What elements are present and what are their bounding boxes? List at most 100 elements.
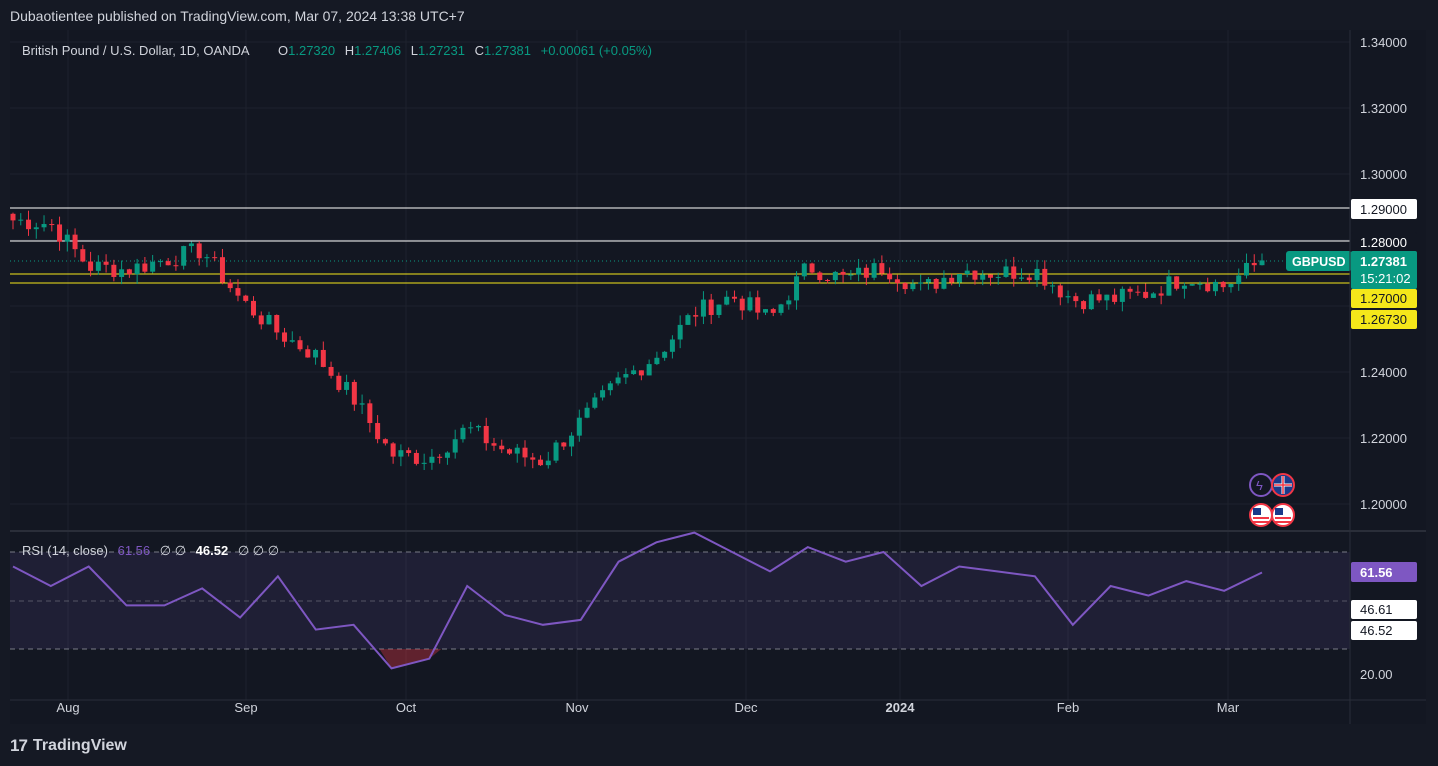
candle-body[interactable]	[731, 296, 737, 299]
candle-body[interactable]	[1205, 283, 1211, 292]
candle-body[interactable]	[1026, 277, 1032, 281]
event-flags[interactable]: ϟ	[1249, 473, 1295, 527]
candle-body[interactable]	[173, 265, 179, 267]
candle-body[interactable]	[49, 224, 55, 226]
candle-body[interactable]	[545, 460, 551, 466]
candle-body[interactable]	[437, 456, 443, 458]
candle-body[interactable]	[165, 261, 171, 266]
candle-body[interactable]	[1119, 288, 1125, 302]
candle-body[interactable]	[204, 257, 210, 259]
candle-body[interactable]	[1174, 276, 1180, 289]
candle-body[interactable]	[460, 427, 466, 440]
candle-body[interactable]	[181, 246, 187, 266]
candle-body[interactable]	[1127, 288, 1133, 292]
candle-body[interactable]	[607, 383, 613, 391]
candle-body[interactable]	[398, 450, 404, 457]
candle-body[interactable]	[506, 449, 512, 454]
candle-body[interactable]	[111, 264, 117, 277]
candle-body[interactable]	[41, 224, 47, 228]
price-axis[interactable]: 1.34000 1.32000 1.30000 1.24000 1.22000 …	[1360, 35, 1407, 512]
candle-body[interactable]	[584, 407, 590, 418]
candle-body[interactable]	[716, 304, 722, 315]
candle-body[interactable]	[282, 332, 288, 342]
candle-body[interactable]	[894, 279, 900, 284]
candle-body[interactable]	[972, 270, 978, 280]
candle-body[interactable]	[980, 274, 986, 280]
candle-body[interactable]	[825, 279, 831, 281]
candle-body[interactable]	[1096, 294, 1102, 301]
candle-body[interactable]	[468, 427, 474, 429]
candle-body[interactable]	[941, 277, 947, 289]
candle-body[interactable]	[1050, 285, 1056, 287]
candle-body[interactable]	[406, 450, 412, 453]
candle-body[interactable]	[258, 315, 264, 325]
candle-body[interactable]	[956, 274, 962, 283]
candle-body[interactable]	[305, 349, 311, 358]
candle-body[interactable]	[615, 377, 621, 384]
candle-body[interactable]	[88, 261, 94, 271]
candle-body[interactable]	[1143, 291, 1149, 298]
candle-body[interactable]	[530, 457, 536, 460]
candle-body[interactable]	[809, 263, 815, 273]
candle-body[interactable]	[1228, 283, 1234, 288]
rsi-line[interactable]	[12, 531, 1263, 670]
candle-body[interactable]	[887, 273, 893, 280]
candle-body[interactable]	[359, 403, 365, 405]
candle-body[interactable]	[103, 261, 109, 265]
candle-body[interactable]	[592, 397, 598, 408]
candle-body[interactable]	[452, 439, 458, 453]
candle-body[interactable]	[987, 274, 993, 278]
price-chart[interactable]: British Pound / U.S. Dollar, 1D, OANDA O…	[10, 30, 1426, 724]
candle-body[interactable]	[538, 459, 544, 466]
candle-body[interactable]	[863, 267, 869, 278]
candle-body[interactable]	[693, 315, 699, 317]
candle-body[interactable]	[1236, 275, 1242, 284]
candle-body[interactable]	[801, 263, 807, 277]
candle-body[interactable]	[475, 425, 481, 428]
candle-body[interactable]	[817, 272, 823, 280]
candle-body[interactable]	[677, 324, 683, 340]
candle-body[interactable]	[654, 357, 660, 365]
candle-body[interactable]	[770, 309, 776, 313]
candle-body[interactable]	[576, 417, 582, 436]
candle-body[interactable]	[1112, 294, 1118, 302]
candle-body[interactable]	[95, 261, 101, 271]
candle-body[interactable]	[1057, 285, 1063, 298]
candle-body[interactable]	[747, 297, 753, 311]
candle-body[interactable]	[367, 403, 373, 424]
candle-body[interactable]	[413, 452, 419, 464]
candle-body[interactable]	[1088, 294, 1094, 310]
candle-body[interactable]	[274, 314, 280, 333]
candle-body[interactable]	[390, 443, 396, 457]
candle-body[interactable]	[1104, 294, 1110, 301]
candle-body[interactable]	[313, 349, 319, 358]
candle-body[interactable]	[429, 456, 435, 463]
candle-body[interactable]	[871, 263, 877, 278]
candle-body[interactable]	[1135, 291, 1141, 293]
candle-body[interactable]	[856, 267, 862, 275]
candle-body[interactable]	[902, 283, 908, 290]
candle-body[interactable]	[964, 270, 970, 275]
candle-body[interactable]	[142, 263, 148, 272]
candle-body[interactable]	[638, 370, 644, 376]
candle-body[interactable]	[1003, 266, 1009, 277]
footer-brand[interactable]: 17 TradingView	[10, 736, 127, 756]
time-axis[interactable]: Aug Sep Oct Nov Dec 2024 Feb Mar	[56, 700, 1239, 715]
candle-body[interactable]	[1019, 277, 1025, 279]
candle-body[interactable]	[499, 445, 505, 450]
candle-body[interactable]	[10, 213, 16, 221]
candle-body[interactable]	[320, 349, 326, 367]
candle-body[interactable]	[382, 439, 388, 444]
candle-body[interactable]	[840, 271, 846, 275]
candle-body[interactable]	[33, 227, 39, 230]
candle-body[interactable]	[949, 277, 955, 283]
candle-body[interactable]	[1150, 293, 1156, 298]
candle-body[interactable]	[763, 309, 769, 313]
candle-body[interactable]	[328, 366, 334, 376]
candle-body[interactable]	[569, 435, 575, 447]
candle-body[interactable]	[1166, 276, 1172, 296]
candle-body[interactable]	[794, 276, 800, 301]
candle-body[interactable]	[1011, 266, 1017, 279]
candle-body[interactable]	[297, 340, 303, 350]
candle-body[interactable]	[491, 443, 497, 446]
